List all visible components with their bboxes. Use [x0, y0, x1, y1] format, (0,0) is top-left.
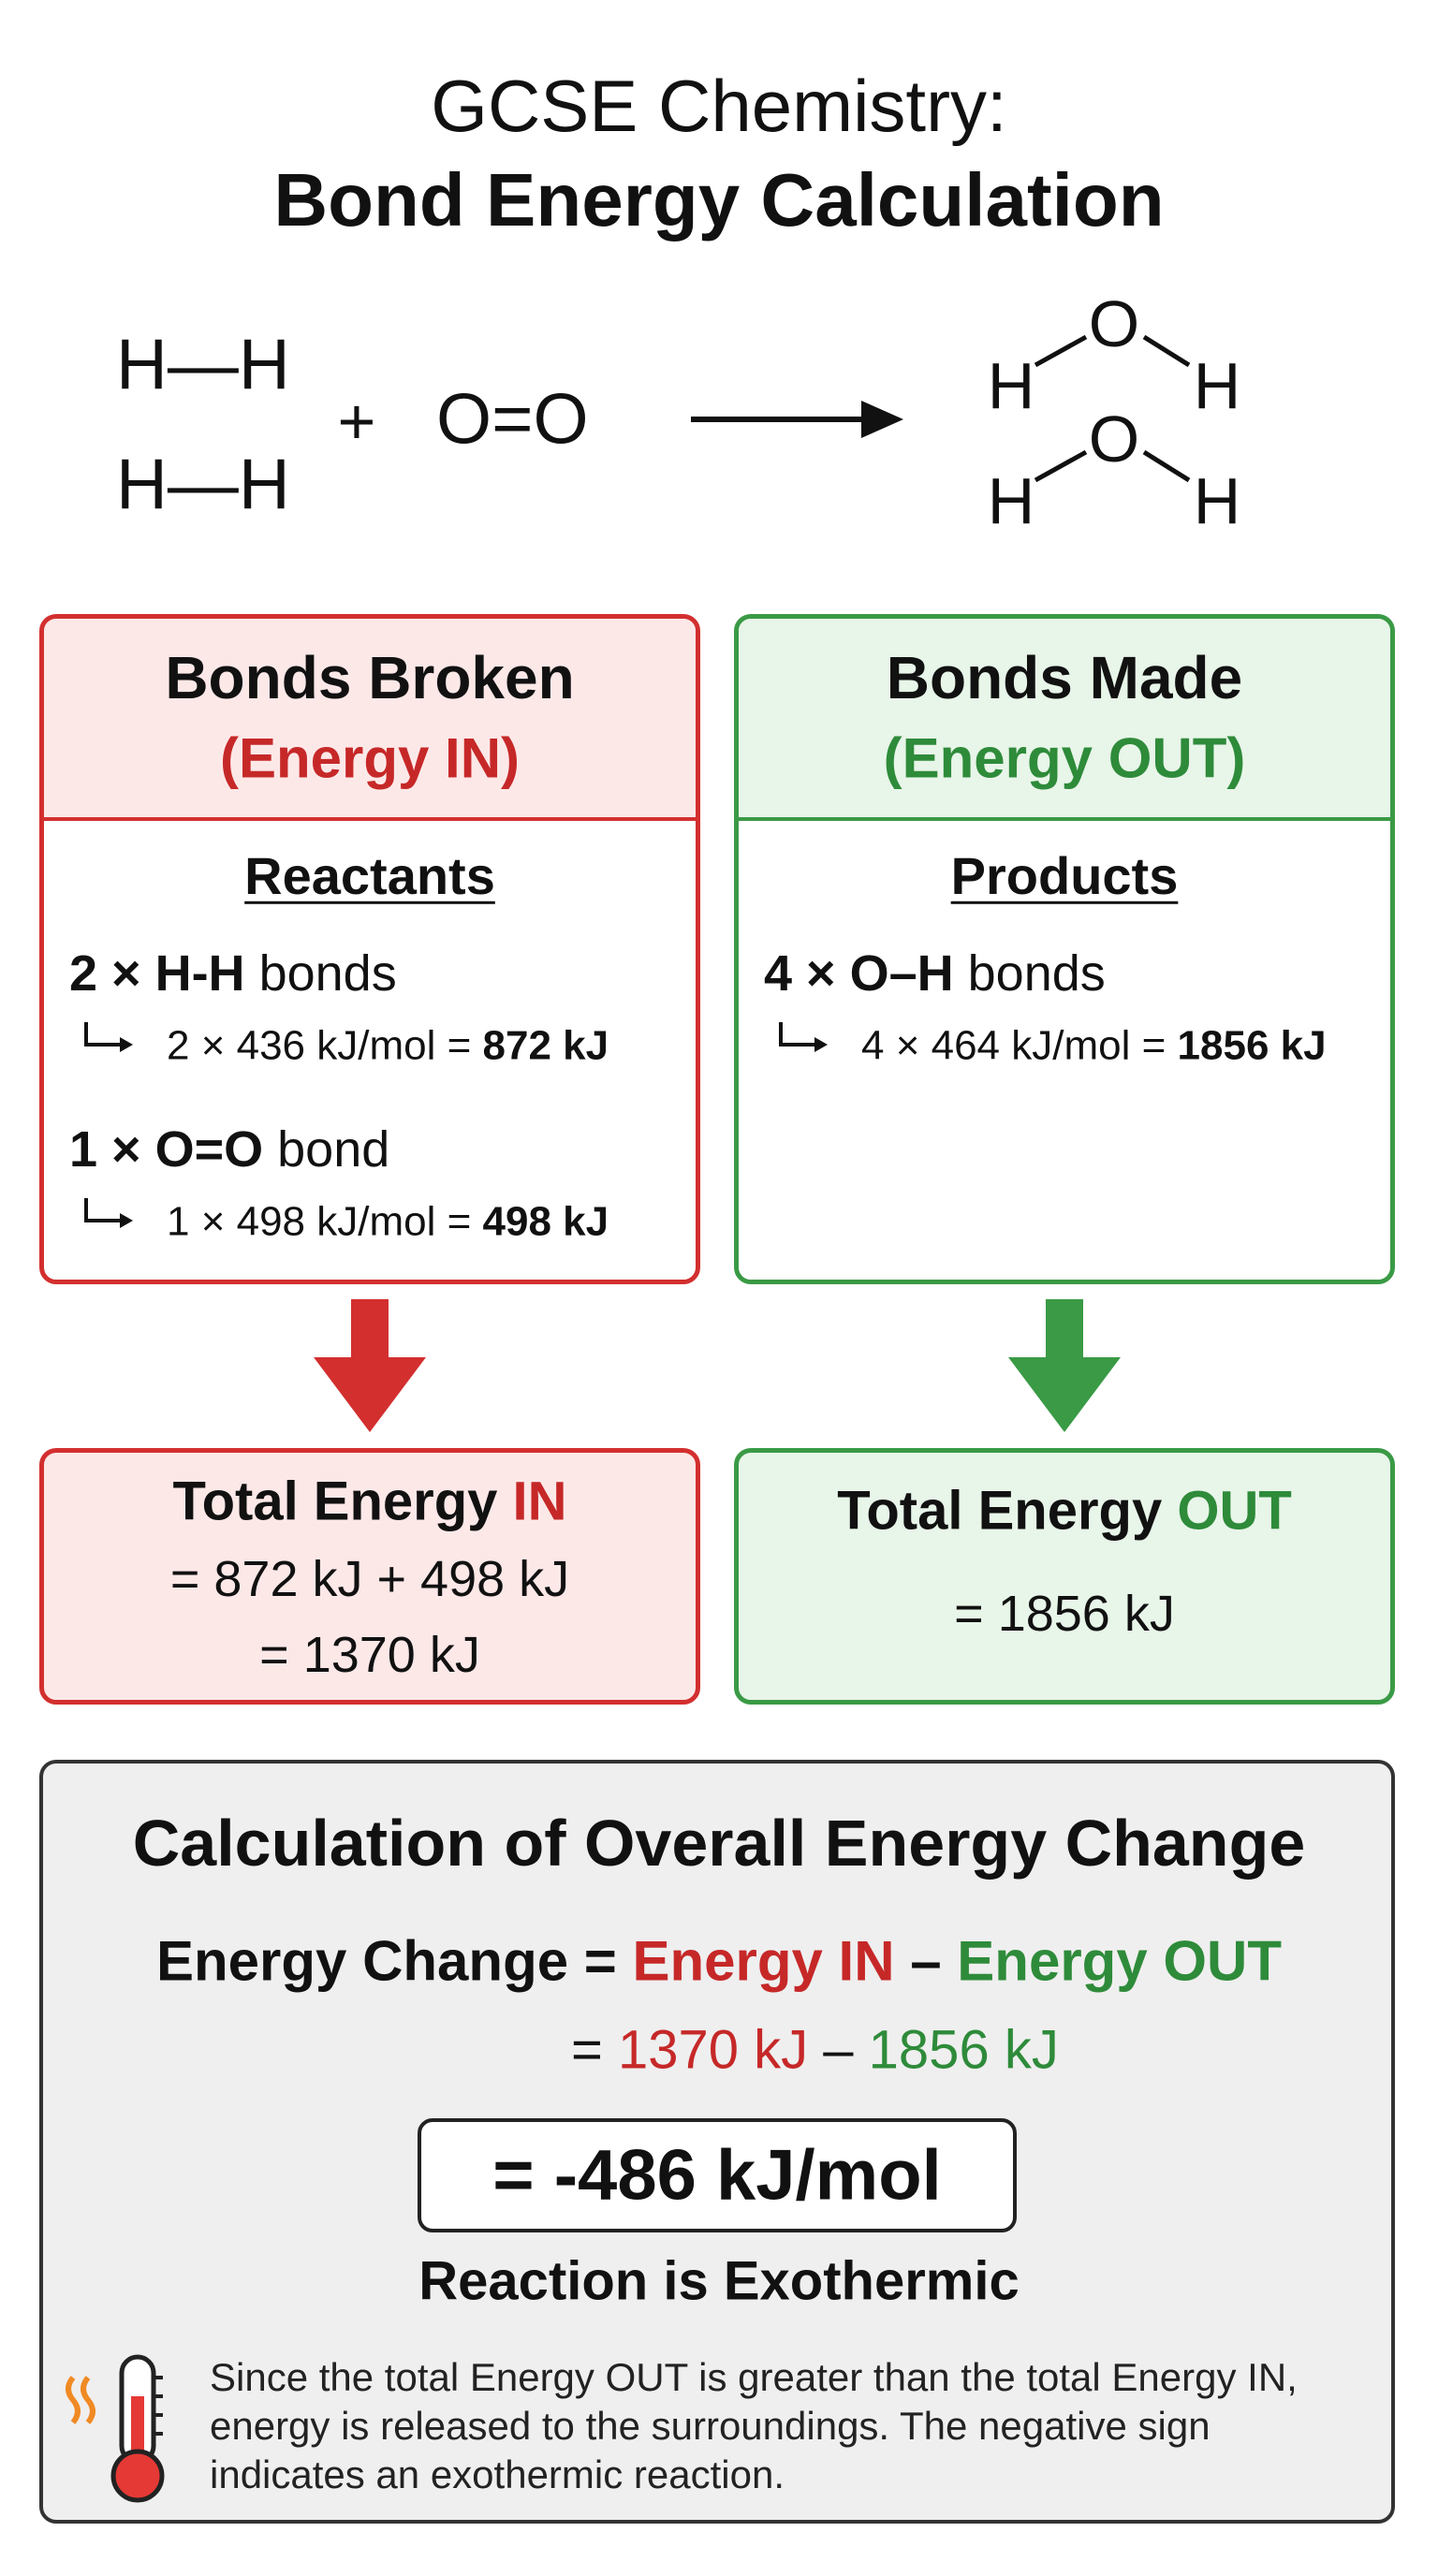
formula-out: Energy OUT	[957, 1929, 1283, 1993]
result-box	[418, 2118, 1017, 2232]
conclusion: Reaction is Exothermic	[418, 2250, 1020, 2312]
title-line: GCSE Chemistry:	[431, 65, 1007, 148]
formula-lhs: Energy Change =	[155, 1929, 617, 1993]
heat-waves	[66, 2376, 95, 2424]
substitution-eq: =	[571, 2019, 603, 2081]
bond-line: 2 × H-H bonds	[69, 944, 397, 1003]
bond	[1142, 449, 1191, 483]
bond	[1142, 334, 1191, 368]
total-in-box	[39, 1448, 700, 1705]
calc-expression: 4 × 464 kJ/mol =	[861, 1022, 1167, 1069]
total-label: Total Energy	[172, 1471, 498, 1532]
atom: O	[1088, 402, 1140, 476]
atom: O	[1088, 286, 1140, 360]
total-title: Total Energy IN	[172, 1471, 566, 1534]
molecule: H—H	[116, 325, 290, 405]
calculation-title: Calculation of Overall Energy Change	[132, 1806, 1306, 1880]
hook-arrow	[84, 1198, 133, 1228]
box-header	[44, 619, 696, 821]
bond-count: 4 × O–H	[764, 944, 954, 1002]
substitution: = 1370 kJ – 1856 kJ	[571, 2020, 1059, 2083]
bond-count: 2 × H-H	[69, 944, 245, 1002]
thermometer-bulb	[110, 2449, 165, 2503]
bond-word: bonds	[258, 944, 397, 1002]
calc-expression: 2 × 436 kJ/mol =	[167, 1022, 472, 1069]
atom: H	[987, 348, 1035, 422]
substitution-minus: –	[823, 2019, 854, 2081]
bond-count: 1 × O=O	[69, 1120, 264, 1178]
box-title: Bonds Made	[886, 644, 1243, 712]
total-highlight: IN	[512, 1471, 567, 1532]
formula-minus: –	[910, 1929, 942, 1993]
total-out-box	[734, 1448, 1395, 1705]
calc-result: 1856 kJ	[1177, 1022, 1327, 1069]
box-subtitle: (Energy OUT)	[883, 726, 1246, 790]
bond-calc: 2 × 436 kJ/mol = 872 kJ	[167, 1023, 609, 1071]
atom: H	[1193, 348, 1241, 422]
total-highlight: OUT	[1177, 1480, 1292, 1542]
total-line: = 872 kJ + 498 kJ	[169, 1550, 570, 1607]
calc-expression: 1 × 498 kJ/mol =	[167, 1198, 472, 1245]
section-heading: Products	[950, 845, 1179, 905]
bond-calc: 1 × 498 kJ/mol = 498 kJ	[167, 1199, 609, 1247]
substitution-out: 1856 kJ	[868, 2019, 1059, 2081]
section-heading: Reactants	[244, 845, 495, 905]
bond-word: bonds	[967, 944, 1106, 1002]
bonds-broken-box	[39, 614, 700, 1284]
title: Bond Energy Calculation	[273, 158, 1165, 242]
box-header	[739, 619, 1390, 821]
substitution-in: 1370 kJ	[618, 2019, 809, 2081]
bond-line: 1 × O=O bond	[69, 1120, 389, 1178]
bond	[1034, 449, 1088, 483]
thermometer-icon	[66, 2354, 165, 2503]
explanation-note: Since the total Energy OUT is greater th…	[210, 2355, 1298, 2496]
bond-word: bond	[277, 1120, 390, 1178]
molecule: O=O	[436, 379, 589, 460]
calc-result: 498 kJ	[482, 1198, 609, 1245]
box-title: Bonds Broken	[165, 644, 575, 712]
calc-result: 872 kJ	[482, 1022, 609, 1069]
thermometer-scale	[154, 2376, 163, 2436]
result: = -486 kJ/mol	[492, 2135, 942, 2216]
down-arrows	[314, 1299, 1121, 1432]
molecule: H—H	[116, 445, 290, 525]
total-title: Total Energy OUT	[837, 1481, 1292, 1544]
hook-arrow	[84, 1022, 133, 1052]
bonds-made-box	[734, 614, 1395, 1284]
formula: Energy Change = Energy IN – Energy OUT	[156, 1929, 1282, 1994]
bond-calc: 4 × 464 kJ/mol = 1856 kJ	[861, 1023, 1327, 1071]
red-arrow	[314, 1299, 426, 1432]
box-subtitle: (Energy IN)	[219, 726, 521, 790]
equation-lines	[691, 334, 1191, 483]
total-line: = 1856 kJ	[954, 1585, 1175, 1642]
atom: H	[1193, 463, 1241, 537]
bond	[1034, 334, 1088, 368]
arrow-head	[861, 401, 903, 438]
green-arrow	[1008, 1299, 1121, 1432]
total-label: Total Energy	[837, 1480, 1163, 1542]
bond-line: 4 × O–H bonds	[764, 944, 1106, 1003]
total-line: = 1370 kJ	[259, 1626, 480, 1683]
atom: H	[987, 463, 1035, 537]
hook-arrow	[779, 1022, 828, 1052]
formula-in: Energy IN	[632, 1929, 895, 1993]
plus-sign: +	[337, 384, 376, 458]
